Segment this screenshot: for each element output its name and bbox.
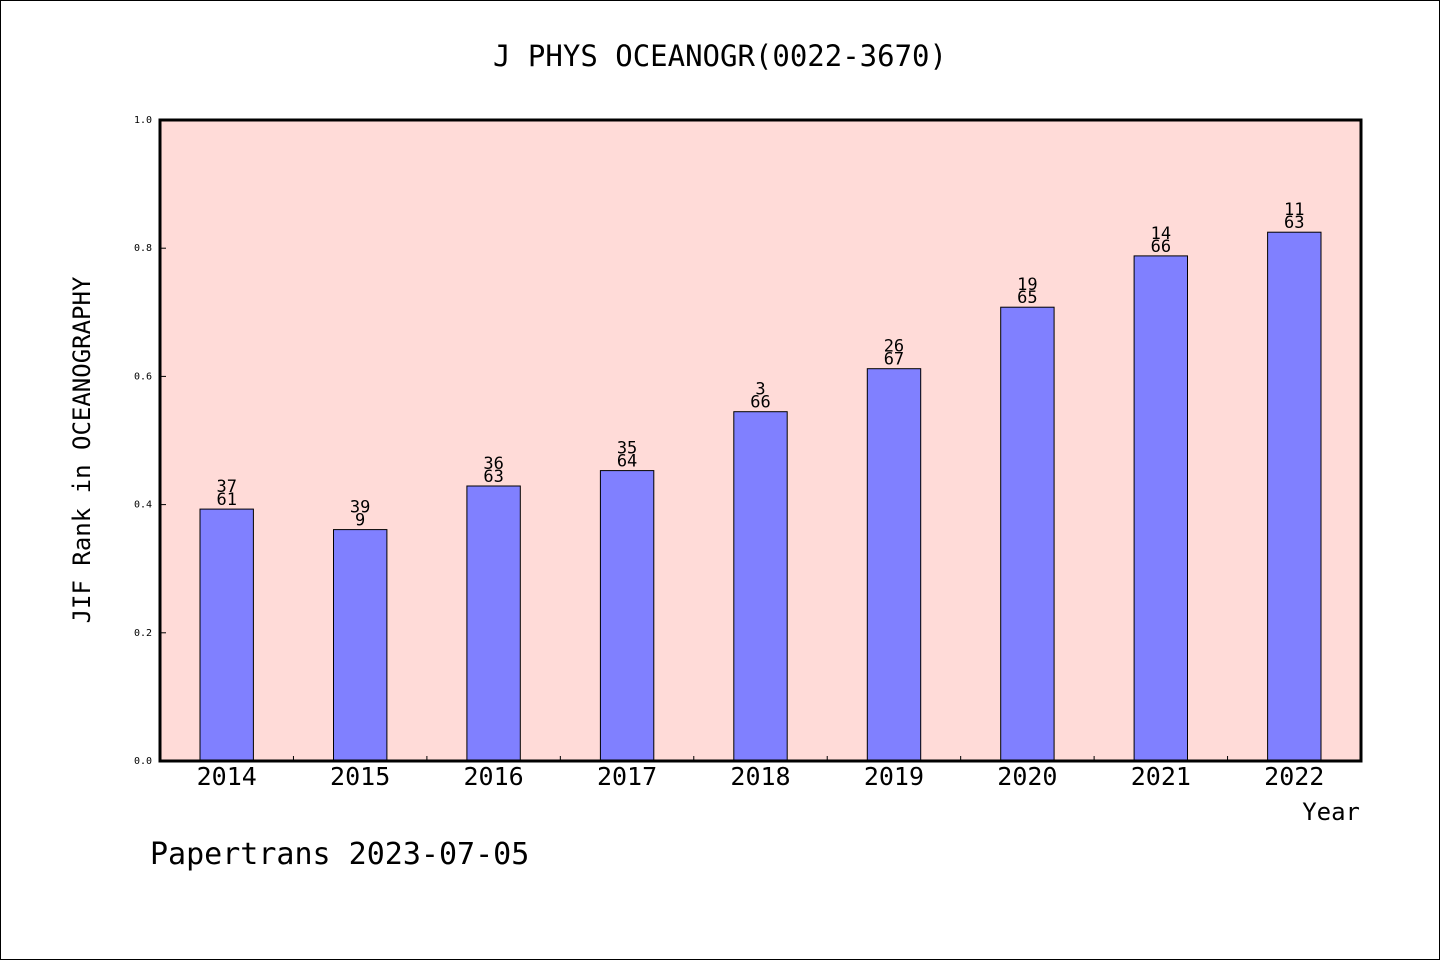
bar-2014 [199,508,254,762]
bar-2015 [333,529,388,762]
bar-label-total-2022: 63 [1284,213,1304,233]
x-axis-label: Year [1302,798,1360,826]
bar-label-rank-2020: 19 [1017,275,1037,295]
plot-border [158,118,1363,763]
bar-label-rank-2017: 35 [617,439,637,459]
bar-label-rank-2016: 36 [483,454,503,474]
bar-label-rank-2019: 26 [884,337,904,357]
bar-label-rank-2015: 39 [350,498,370,518]
bar-label-rank-2022: 11 [1284,200,1304,220]
bar-2019 [866,368,922,762]
chart-title: J PHYS OCEANOGR(0022-3670) [493,39,947,73]
bar-label-total-2017: 64 [617,452,637,472]
y-tick-label: 0.4 [134,500,152,511]
bars-group [199,231,1322,762]
bar-label-rank-2014: 37 [216,477,236,497]
x-tick-label-2022: 2022 [1264,762,1324,791]
x-tick-label-2021: 2021 [1131,762,1191,791]
bar-label-total-2021: 66 [1151,237,1171,257]
bar-2018 [733,411,788,762]
bar-label-total-2014: 61 [216,490,236,510]
x-tick-label-2019: 2019 [864,762,924,791]
x-tick-label-2020: 2020 [997,762,1057,791]
x-axis: 2014 2015 2016 2017 2018 2019 2020 2021 2022 [197,756,1324,791]
bar-2016 [466,485,521,762]
y-tick-label: 1.0 [134,115,152,126]
y-tick-label: 0.0 [134,756,152,767]
bar-label-total-2020: 65 [1017,288,1037,308]
footer-credit: Papertrans 2023-07-05 [150,837,529,872]
x-tick-label-2018: 2018 [730,762,790,791]
y-tick-label: 0.8 [134,243,152,254]
x-tick-label-2014: 2014 [197,762,257,791]
x-tick-label-2016: 2016 [464,762,524,791]
bar-label-total-2018: 66 [750,393,770,413]
bar-2020 [1000,306,1055,762]
bar-label-rank-2018: 3 [755,380,765,400]
y-tick-label: 0.6 [134,371,152,382]
bar-2021 [1133,255,1188,762]
bar-2022 [1267,231,1322,762]
bar-label-total-2019: 67 [884,350,904,370]
bar-label-total-2015: 9 [355,511,365,531]
bar-label-rank-2021: 14 [1151,224,1171,244]
x-tick-label-2015: 2015 [330,762,390,791]
x-tick-label-2017: 2017 [597,762,657,791]
y-axis-label: JIF Rank in OCEANOGRAPHY [68,276,96,623]
bar-label-total-2016: 63 [483,467,503,487]
y-tick-label: 0.2 [134,628,152,639]
bar-2017 [599,470,655,762]
